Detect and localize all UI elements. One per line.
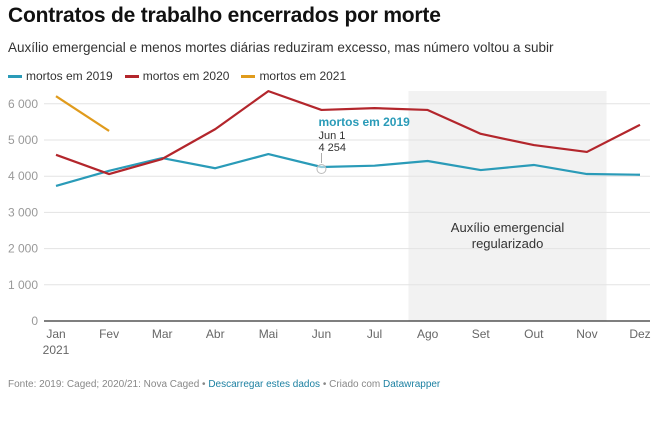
highlight-label: regularizado [472,236,544,251]
x-tick-label: Jun [312,327,331,341]
legend-label: mortos em 2020 [142,69,230,83]
download-data-link[interactable]: Descarregar estes dados [208,379,321,390]
chart-title: Contratos de trabalho encerrados por mor… [8,4,441,27]
tooltip-date: Jun 1 [318,130,345,142]
legend-item: mortos em 2021 [241,69,346,83]
y-tick-label: 5 000 [8,133,38,147]
legend-label: mortos em 2019 [26,69,113,83]
x-tick-label: Fev [99,327,119,341]
y-tick-label: 3 000 [8,205,38,219]
line-chart: 0 1 000 2 000 3 000 4 000 5 000 6 000 Auxílio e… [8,90,651,357]
y-tick-label: 1 000 [8,278,38,292]
highlight-range [408,91,607,321]
legend-label: mortos em 2021 [259,69,347,83]
y-tick-label: 6 000 [8,97,38,111]
tooltip-marker [316,164,327,175]
highlight-label: Auxílio emergencial [451,220,565,235]
x-tick-label: Out [524,327,544,341]
separator: • [199,379,209,390]
x-tick-label: Dez [629,327,650,341]
chart-subtitle: Auxílio emergencial e menos mortes diári… [8,40,554,55]
source-text: Fonte: 2019: Caged; 2020/21: Nova Caged [8,379,200,390]
x-tick-label: Ago [417,327,439,341]
tooltip-title: mortos em 2019 [318,115,410,129]
x-tick-sublabel: 2021 [43,343,70,357]
tooltip-value: 4 254 [318,142,346,154]
y-tick-label: 2 000 [8,242,38,256]
legend-swatch [8,74,22,78]
x-tick-label: Abr [206,327,225,341]
legend: mortos em 2019 mortos em 2020 mortos em 20… [8,69,346,83]
legend-item: mortos em 2020 [124,69,230,83]
footer: Fonte: 2019: Caged; 2020/21: Nova Caged … [8,379,440,390]
created-with-text: • Criado com [320,379,384,390]
series-line [55,95,110,132]
x-tick-label: Mai [259,327,278,341]
legend-item: mortos em 2019 [8,69,113,83]
series-line [55,153,641,188]
x-tick-label: Jan [46,327,65,341]
series-line [55,90,641,176]
datawrapper-link[interactable]: Datawrapper [383,379,441,390]
x-tick-label: Set [472,327,491,341]
x-tick-label: Nov [576,327,597,341]
x-tick-label: Jul [367,327,382,341]
y-tick-label: 0 [31,314,38,328]
legend-swatch [241,74,256,78]
x-tick-label: Mar [152,327,173,341]
y-tick-label: 4 000 [8,169,38,183]
legend-swatch [124,74,139,78]
